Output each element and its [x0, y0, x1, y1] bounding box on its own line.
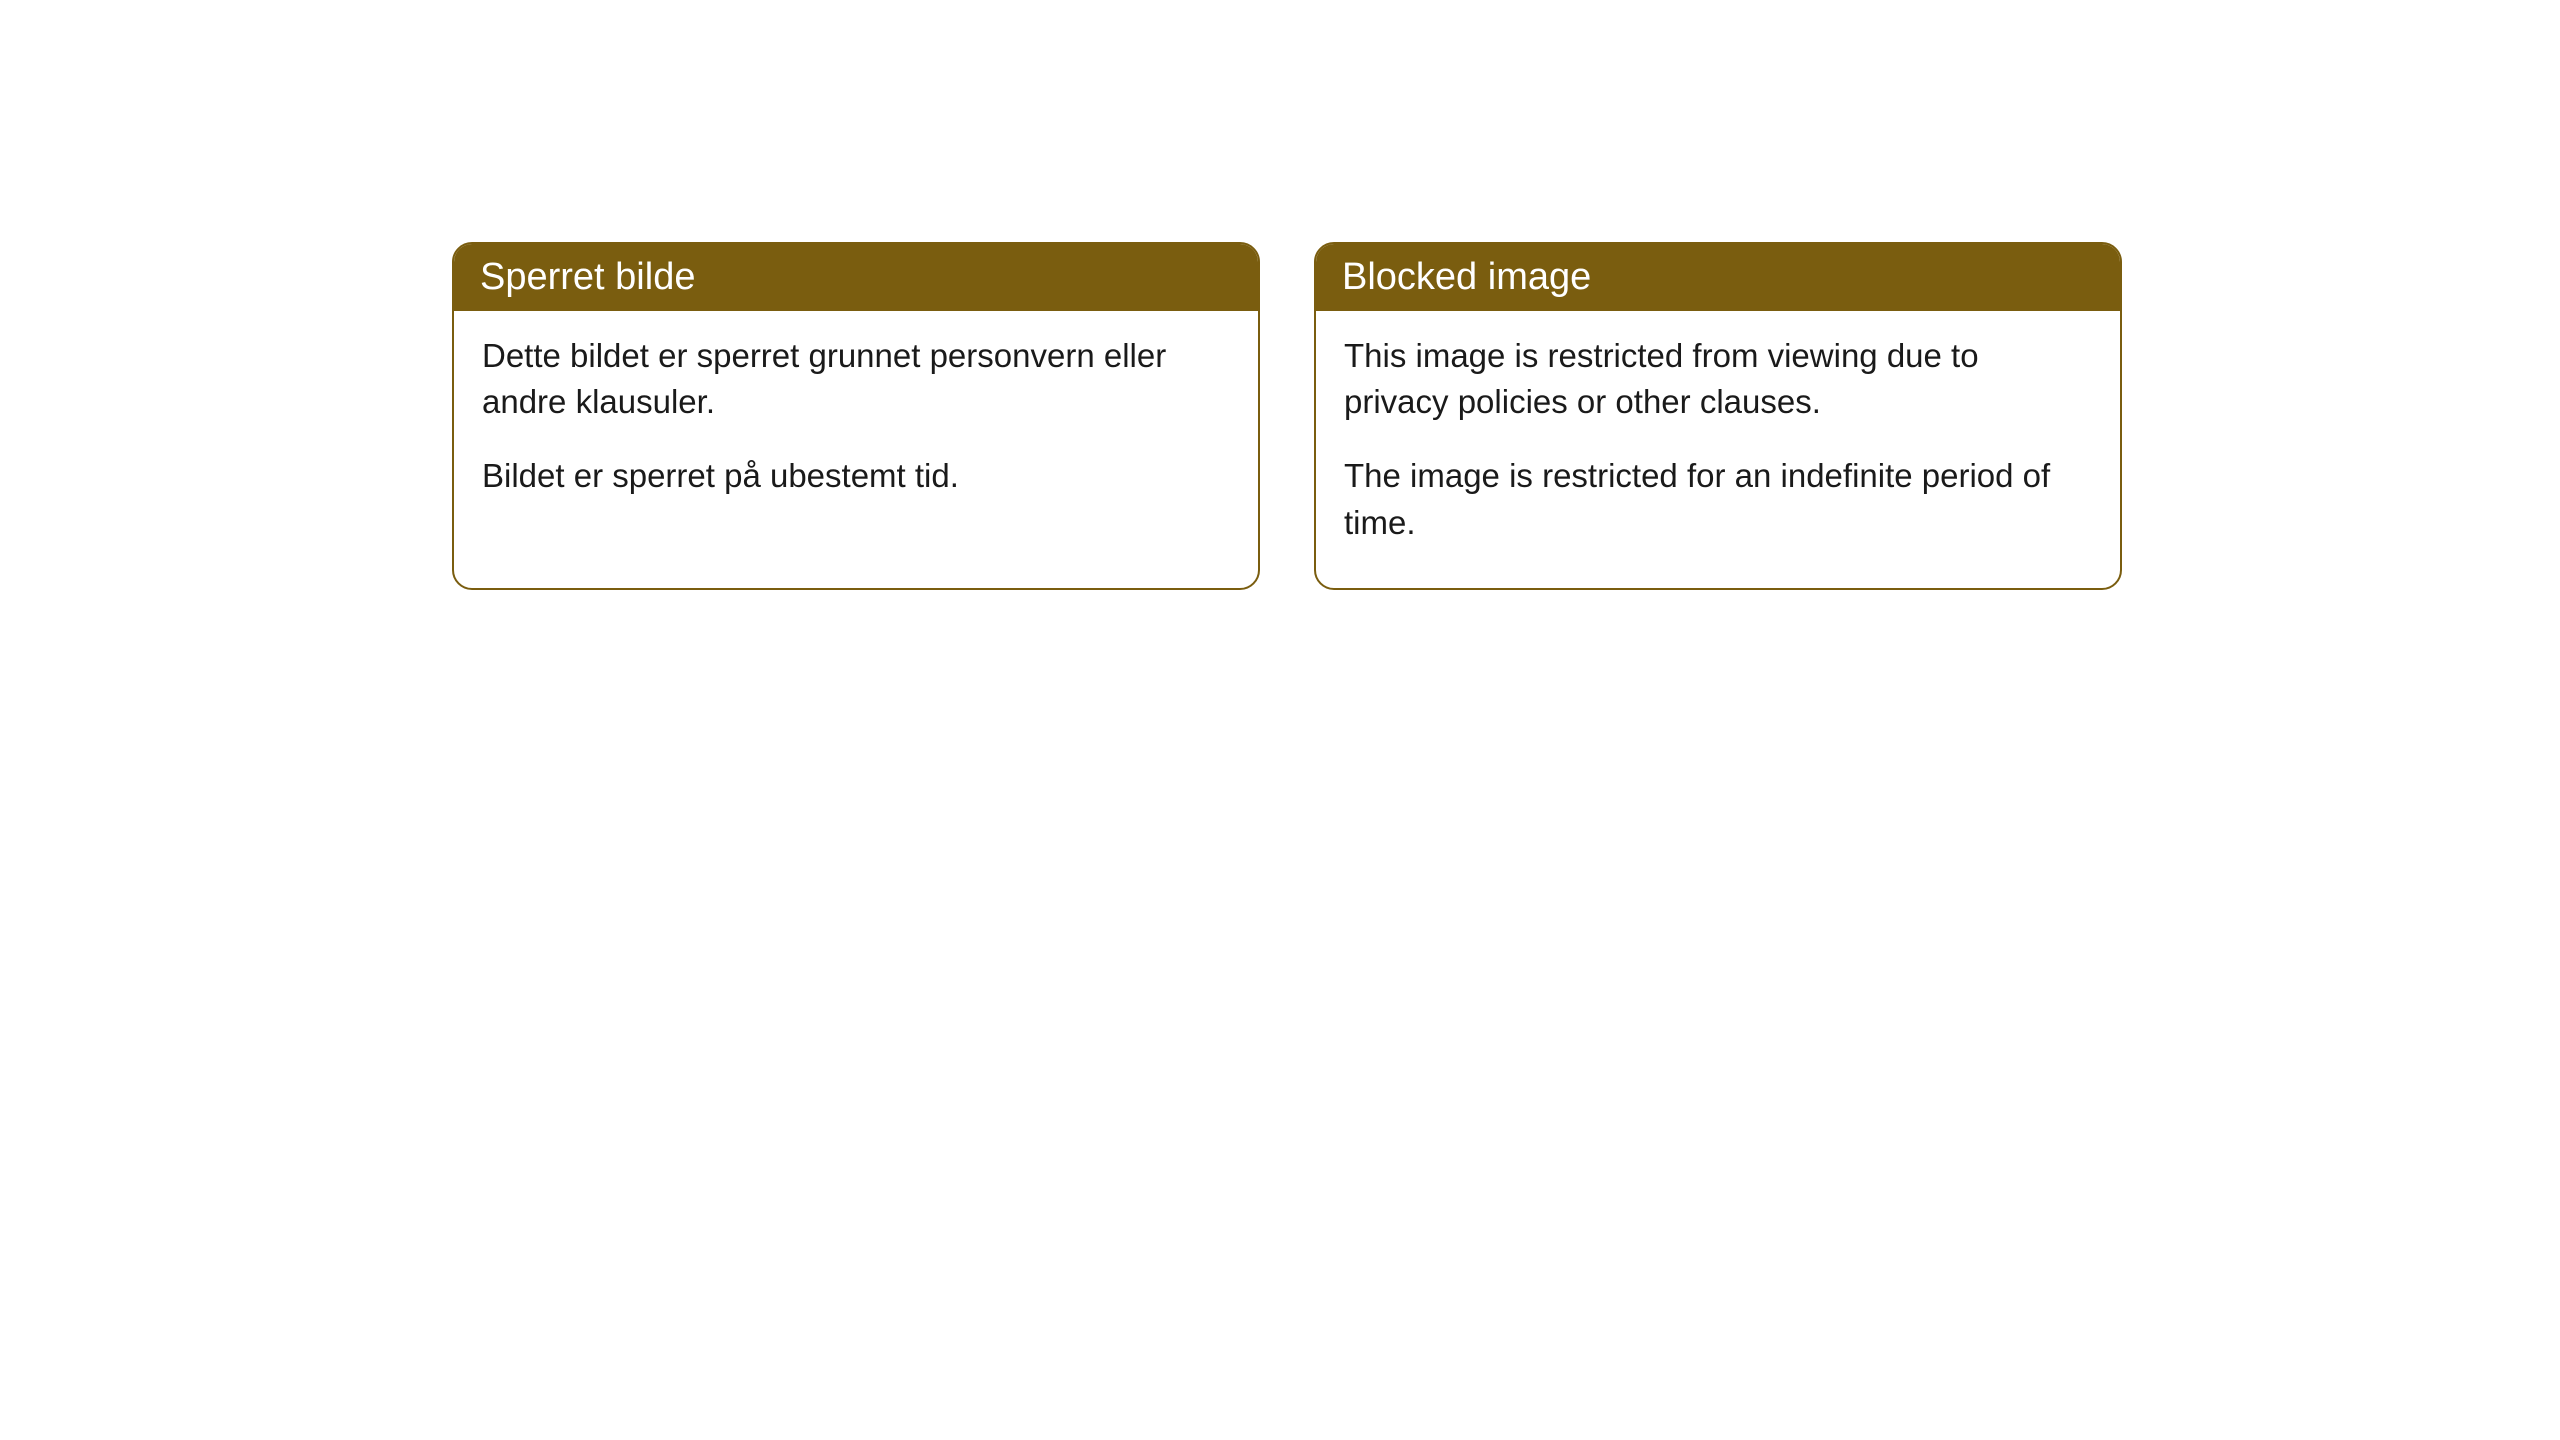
card-paragraph: The image is restricted for an indefinit…: [1344, 453, 2092, 545]
card-header: Sperret bilde: [454, 244, 1258, 311]
blocked-image-card-english: Blocked image This image is restricted f…: [1314, 242, 2122, 590]
card-paragraph: This image is restricted from viewing du…: [1344, 333, 2092, 425]
card-body: Dette bildet er sperret grunnet personve…: [454, 311, 1258, 542]
card-header: Blocked image: [1316, 244, 2120, 311]
blocked-image-card-norwegian: Sperret bilde Dette bildet er sperret gr…: [452, 242, 1260, 590]
card-paragraph: Dette bildet er sperret grunnet personve…: [482, 333, 1230, 425]
card-title: Blocked image: [1342, 256, 1591, 298]
notice-cards-container: Sperret bilde Dette bildet er sperret gr…: [452, 242, 2560, 590]
card-body: This image is restricted from viewing du…: [1316, 311, 2120, 588]
card-title: Sperret bilde: [480, 256, 695, 298]
card-paragraph: Bildet er sperret på ubestemt tid.: [482, 453, 1230, 499]
